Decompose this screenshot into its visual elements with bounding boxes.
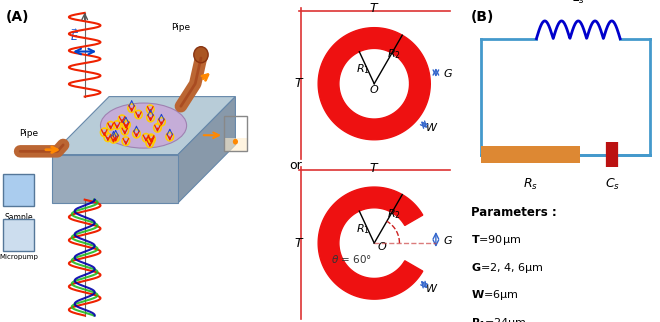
Text: $O$: $O$ (377, 240, 387, 252)
Text: $C_s$: $C_s$ (605, 177, 620, 192)
Text: $R_1$: $R_1$ (356, 222, 370, 236)
Polygon shape (318, 28, 430, 140)
Circle shape (233, 139, 238, 145)
Text: Pipe: Pipe (172, 23, 191, 32)
Text: $T$: $T$ (369, 2, 380, 15)
Text: $G$: $G$ (443, 234, 453, 246)
Text: $W$: $W$ (424, 282, 438, 294)
Text: (B): (B) (471, 10, 494, 24)
Text: Pipe: Pipe (19, 129, 38, 138)
Bar (224, 138, 247, 151)
Text: $R_s$: $R_s$ (523, 177, 538, 192)
Text: $W$: $W$ (424, 121, 438, 133)
Text: $R_2$: $R_2$ (387, 48, 401, 62)
Text: $\vec{E}$: $\vec{E}$ (70, 28, 79, 43)
Polygon shape (51, 97, 236, 155)
Bar (3, 174, 34, 206)
Text: $T$: $T$ (294, 77, 304, 90)
Bar (480, 146, 580, 164)
Text: $G$: $G$ (443, 67, 453, 79)
Text: $O$: $O$ (369, 83, 380, 95)
Circle shape (194, 47, 208, 63)
Text: $T$: $T$ (369, 162, 380, 175)
Text: or: or (289, 159, 302, 172)
Text: $\theta$ = 60°: $\theta$ = 60° (331, 253, 372, 265)
Polygon shape (318, 187, 423, 299)
Text: $R_1$: $R_1$ (356, 62, 370, 76)
Text: Micropump: Micropump (0, 254, 38, 260)
Text: Parameters :: Parameters : (471, 206, 556, 219)
Text: $\bf{R₁}$=24μm: $\bf{R₁}$=24μm (471, 316, 527, 322)
Text: $L_s$: $L_s$ (572, 0, 585, 6)
Polygon shape (178, 97, 236, 203)
Text: (A): (A) (6, 10, 29, 24)
Bar (3, 219, 34, 251)
Text: $\bf{W}$=6μm: $\bf{W}$=6μm (471, 288, 518, 302)
Text: Sample: Sample (5, 213, 33, 222)
Text: $R_2$: $R_2$ (387, 207, 401, 221)
Polygon shape (51, 155, 178, 203)
Text: $T$: $T$ (294, 237, 304, 250)
Text: $\bf{G}$=2, 4, 6μm: $\bf{G}$=2, 4, 6μm (471, 261, 543, 275)
Ellipse shape (100, 103, 187, 148)
Text: $\bf{T}$=90μm: $\bf{T}$=90μm (471, 233, 521, 247)
